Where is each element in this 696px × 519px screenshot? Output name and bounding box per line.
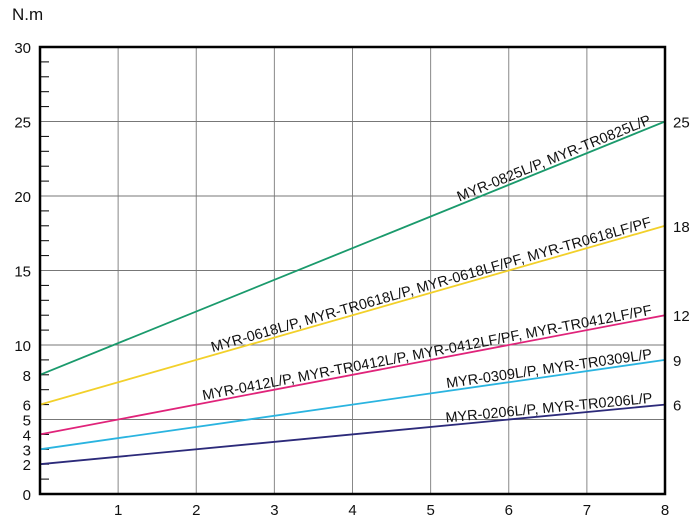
series-line-2 <box>39 224 666 406</box>
series-end-value-label: 25 <box>673 115 690 132</box>
series-end-value-label: 6 <box>673 398 681 415</box>
y-tick-label: 6 <box>23 398 31 415</box>
y-tick-label: 30 <box>14 40 31 57</box>
series-end-value-label: 9 <box>673 353 681 370</box>
x-tick-label: 7 <box>583 502 591 519</box>
x-tick-label: 8 <box>661 502 669 519</box>
series-name-label: MYR-0206L/P, MYR-TR0206L/P <box>445 391 653 427</box>
series-end-value-label: 12 <box>673 308 690 325</box>
series-end-value-label: 18 <box>673 219 690 236</box>
x-tick-label: 3 <box>270 502 278 519</box>
y-tick-label: 4 <box>23 427 31 444</box>
series-line-1 <box>39 120 666 376</box>
x-tick-label: 6 <box>505 502 513 519</box>
series-line-3 <box>39 314 666 436</box>
y-tick-label: 0 <box>23 487 31 504</box>
series-name-label: MYR-0825L/P, MYR-TR0825L/P <box>455 112 653 205</box>
plot-frame <box>38 45 667 496</box>
series-line-4 <box>39 359 666 451</box>
series-name-label: MYR-0309L/P, MYR-TR0309L/P <box>445 347 653 392</box>
x-tick-label: 5 <box>426 502 434 519</box>
series-name-label: MYR-0412L/P, MYR-TR0412L/P, MYR-0412LF/P… <box>201 303 653 404</box>
y-tick-label: 10 <box>14 338 31 355</box>
x-tick-label: 1 <box>114 502 122 519</box>
series-line-5 <box>39 403 666 466</box>
y-tick-label: 20 <box>14 189 31 206</box>
y-tick-label: 3 <box>23 442 31 459</box>
y-tick-label: 25 <box>14 115 31 132</box>
y-tick-label: 15 <box>14 264 31 281</box>
y-tick-label: 8 <box>23 368 31 385</box>
y-axis-unit-label: N.m <box>12 5 43 24</box>
grid-lines <box>40 47 665 494</box>
x-tick-label: 4 <box>348 502 356 519</box>
x-tick-label: 2 <box>192 502 200 519</box>
series-lines <box>39 120 666 466</box>
y-tick-label: 2 <box>23 457 31 474</box>
y-tick-label: 5 <box>23 413 31 430</box>
